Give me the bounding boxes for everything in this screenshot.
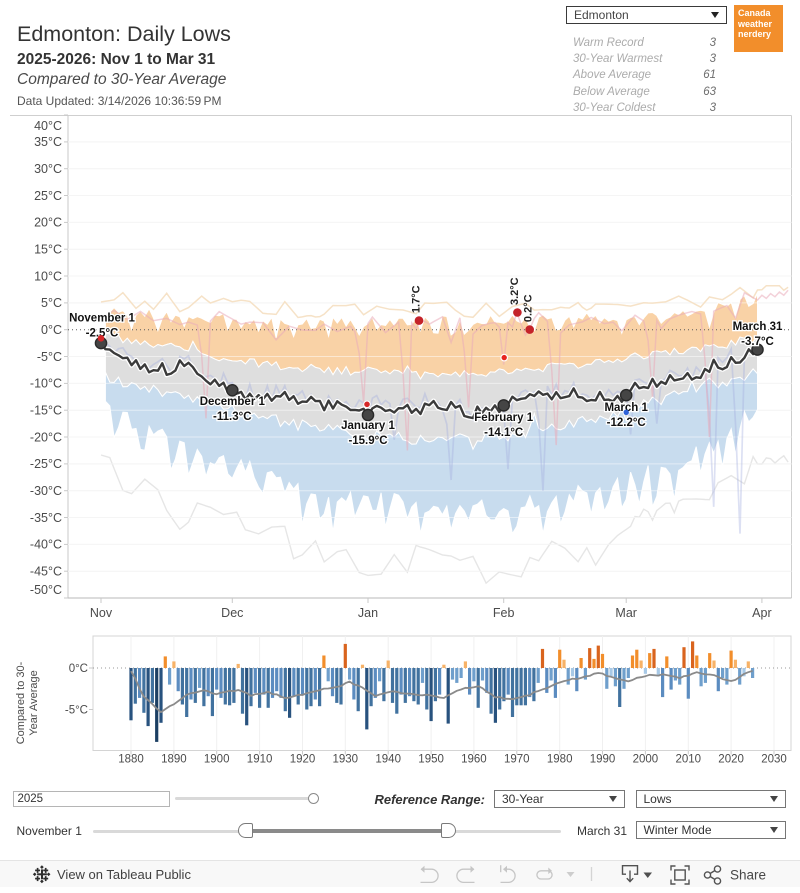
svg-text:Mar: Mar: [615, 606, 637, 620]
svg-text:1880: 1880: [118, 754, 144, 766]
svg-text:Dec: Dec: [221, 606, 243, 620]
svg-text:15°C: 15°C: [34, 243, 62, 257]
svg-text:0°C: 0°C: [41, 323, 62, 337]
svg-text:40°C: 40°C: [34, 119, 62, 133]
svg-text:1990: 1990: [590, 754, 616, 766]
svg-text:1.7°C: 1.7°C: [411, 285, 423, 313]
svg-text:20°C: 20°C: [34, 216, 62, 230]
svg-text:-5°C: -5°C: [65, 705, 88, 717]
svg-text:0°C: 0°C: [69, 663, 88, 675]
svg-text:2000: 2000: [633, 754, 659, 766]
svg-text:-5°C: -5°C: [37, 350, 62, 364]
svg-text:-3.7°C: -3.7°C: [741, 336, 774, 348]
svg-text:2030: 2030: [761, 754, 787, 766]
svg-text:1960: 1960: [461, 754, 487, 766]
svg-text:1910: 1910: [247, 754, 273, 766]
svg-text:-14.1°C: -14.1°C: [484, 427, 523, 439]
svg-text:March 31: March 31: [733, 321, 783, 333]
svg-text:Jan: Jan: [358, 606, 378, 620]
svg-text:-25°C: -25°C: [30, 457, 62, 471]
svg-text:Nov: Nov: [90, 606, 113, 620]
svg-text:0.2°C: 0.2°C: [523, 294, 535, 322]
svg-text:-40°C: -40°C: [30, 538, 62, 552]
svg-text:-11.3°C: -11.3°C: [213, 411, 251, 423]
svg-text:March 1: March 1: [604, 402, 648, 414]
svg-text:-45°C: -45°C: [30, 565, 62, 579]
svg-text:-2.5°C: -2.5°C: [86, 328, 119, 340]
svg-text:1950: 1950: [418, 754, 444, 766]
svg-text:1920: 1920: [290, 754, 316, 766]
svg-text:-20°C: -20°C: [30, 430, 62, 444]
svg-text:-50°C: -50°C: [30, 583, 62, 597]
svg-text:35°C: 35°C: [34, 135, 62, 149]
svg-text:February 1: February 1: [474, 412, 533, 424]
svg-text:2020: 2020: [718, 754, 744, 766]
svg-text:10°C: 10°C: [34, 269, 62, 283]
svg-text:25°C: 25°C: [34, 189, 62, 203]
svg-text:-30°C: -30°C: [30, 484, 62, 498]
svg-text:1900: 1900: [204, 754, 230, 766]
svg-text:5°C: 5°C: [41, 296, 62, 310]
svg-text:3.2°C: 3.2°C: [509, 277, 521, 305]
svg-text:-35°C: -35°C: [30, 511, 62, 525]
svg-text:-15°C: -15°C: [30, 404, 62, 418]
svg-text:Apr: Apr: [752, 606, 771, 620]
svg-text:Share: Share: [730, 868, 766, 883]
svg-text:Feb: Feb: [493, 606, 515, 620]
svg-text:-15.9°C: -15.9°C: [348, 435, 387, 447]
svg-text:30°C: 30°C: [34, 162, 62, 176]
svg-text:1930: 1930: [333, 754, 359, 766]
svg-text:December 1: December 1: [200, 396, 266, 408]
svg-text:-12.2°C: -12.2°C: [607, 417, 646, 429]
svg-text:2010: 2010: [676, 754, 702, 766]
svg-text:1940: 1940: [375, 754, 401, 766]
svg-text:November 1: November 1: [69, 313, 135, 325]
svg-text:1970: 1970: [504, 754, 530, 766]
svg-text:1890: 1890: [161, 754, 187, 766]
svg-text:January 1: January 1: [341, 420, 395, 432]
svg-text:View on Tableau Public: View on Tableau Public: [57, 867, 191, 882]
svg-text:1980: 1980: [547, 754, 573, 766]
svg-text:-10°C: -10°C: [30, 377, 62, 391]
